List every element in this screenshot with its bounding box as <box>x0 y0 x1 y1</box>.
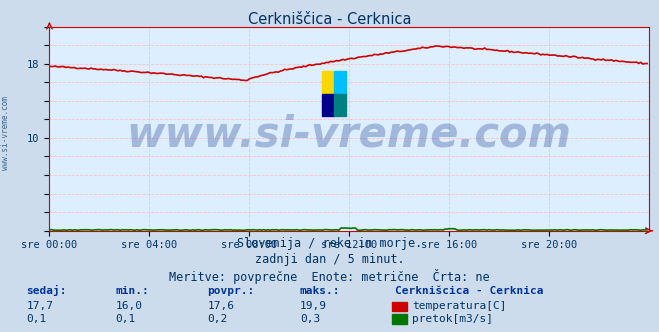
Bar <box>322 94 334 117</box>
Text: 17,6: 17,6 <box>208 301 235 311</box>
Text: Slovenija / reke in morje.: Slovenija / reke in morje. <box>237 237 422 250</box>
Text: sedaj:: sedaj: <box>26 285 67 296</box>
Text: 17,7: 17,7 <box>26 301 53 311</box>
Text: Cerkniščica - Cerknica: Cerkniščica - Cerknica <box>248 12 411 27</box>
Text: www.si-vreme.com: www.si-vreme.com <box>127 114 572 156</box>
Text: Meritve: povprečne  Enote: metrične  Črta: ne: Meritve: povprečne Enote: metrične Črta:… <box>169 269 490 284</box>
Text: www.si-vreme.com: www.si-vreme.com <box>1 96 10 170</box>
Bar <box>334 71 346 94</box>
Text: 19,9: 19,9 <box>300 301 327 311</box>
Text: Cerknišcica - Cerknica: Cerknišcica - Cerknica <box>395 286 544 296</box>
Text: 0,1: 0,1 <box>115 314 136 324</box>
Text: pretok[m3/s]: pretok[m3/s] <box>412 314 493 324</box>
Text: temperatura[C]: temperatura[C] <box>412 301 506 311</box>
Text: povpr.:: povpr.: <box>208 286 255 296</box>
Bar <box>334 94 346 117</box>
Text: 0,1: 0,1 <box>26 314 47 324</box>
Text: maks.:: maks.: <box>300 286 340 296</box>
Text: 16,0: 16,0 <box>115 301 142 311</box>
Text: min.:: min.: <box>115 286 149 296</box>
Bar <box>322 71 334 94</box>
Text: 0,3: 0,3 <box>300 314 320 324</box>
Text: zadnji dan / 5 minut.: zadnji dan / 5 minut. <box>254 253 405 266</box>
Text: 0,2: 0,2 <box>208 314 228 324</box>
